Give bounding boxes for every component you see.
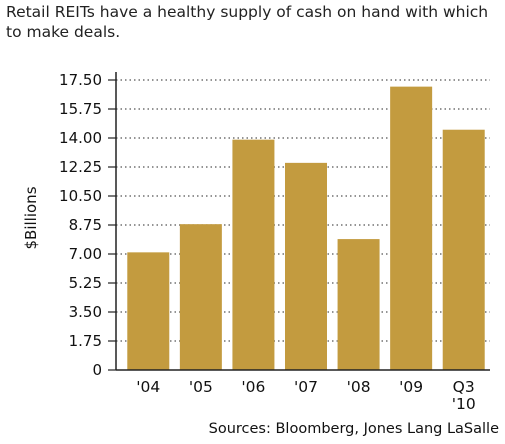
y-tick-label: 3.50 [69,303,102,321]
bar [442,129,485,370]
x-tick-label: Q3'10 [452,378,476,413]
x-tick-label: '06 [241,378,265,396]
bar [390,86,433,370]
y-tick-label: 0 [92,361,102,379]
bar [337,239,380,370]
y-tick-label: 7.00 [69,245,102,263]
y-tick-label: 14.00 [59,129,102,147]
x-tick-label: '07 [294,378,318,396]
x-tick-label: '09 [399,378,423,396]
y-tick-label: 10.50 [59,187,102,205]
source-note: Sources: Bloomberg, Jones Lang LaSalle [208,421,499,437]
axes [115,72,490,371]
y-tick-label: 17.50 [59,71,102,89]
bar [179,224,222,370]
y-tick-label: 1.75 [69,332,102,350]
x-tick-label: '04 [136,378,160,396]
y-axis-label: $Billions [22,186,40,249]
bar [127,252,170,370]
x-tick-label: '08 [347,378,371,396]
bar [285,162,327,370]
x-tick-label: '05 [189,378,213,396]
y-tick-label: 15.75 [59,100,102,118]
bars [127,86,485,370]
y-tick-labels: 0 1.75 3.50 5.25 7.00 8.75 10.50 12.25 14.00 15.7… [59,71,116,379]
y-tick-label: 12.25 [59,158,102,176]
y-tick-label: 8.75 [69,216,102,234]
bar [232,139,275,370]
chart-title: Retail REITs have a healthy supply of ca… [6,3,489,41]
y-tick-label: 5.25 [69,274,102,292]
x-tick-labels: '04 '05 '06 '07 '08 '09 Q3'10 [136,378,475,413]
